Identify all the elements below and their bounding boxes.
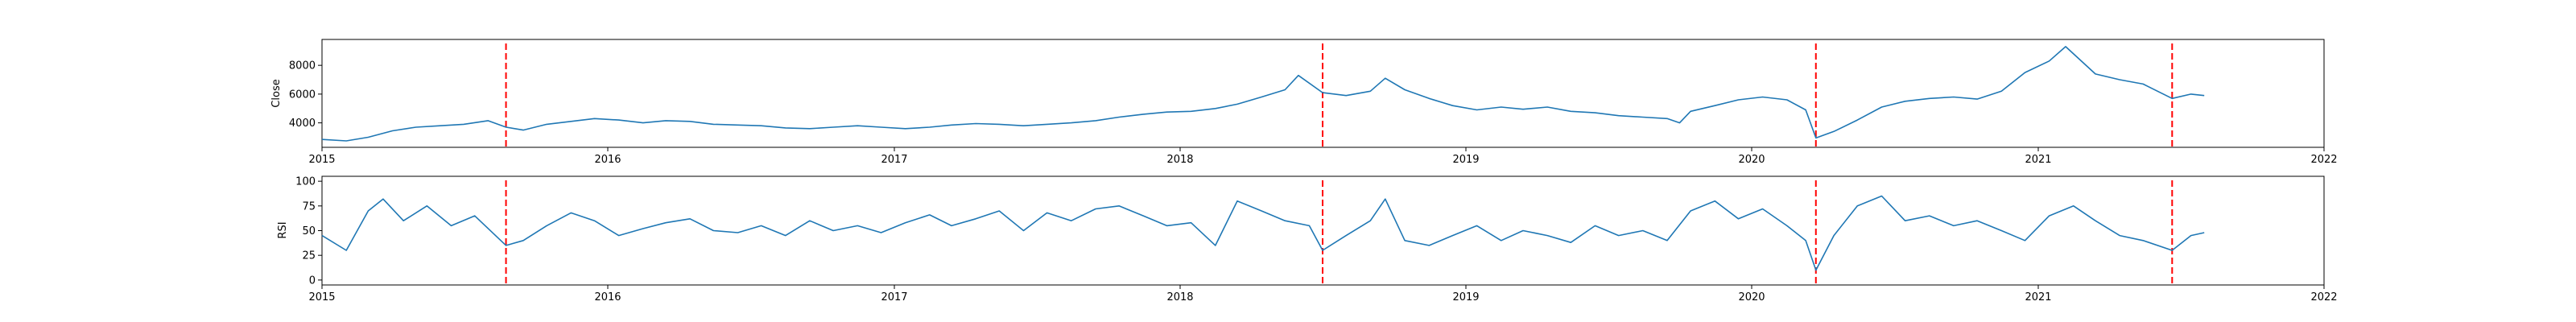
close-series-line: [321, 46, 2205, 142]
close-y-tick-label-8000: 8000: [289, 60, 316, 72]
rsi-x-ticks: 2015 2016 2017 2018 2019 2020 2021 2022: [308, 285, 2338, 303]
rsi-x-tick-label-2017: 2017: [881, 291, 907, 303]
rsi-x-tick-label-2016: 2016: [594, 291, 621, 303]
close-x-tick-label-2021: 2021: [2025, 154, 2051, 166]
close-x-tick-label-2020: 2020: [1738, 154, 1765, 166]
rsi-y-tick-label-50: 50: [302, 225, 316, 237]
close-y-tick-label-6000: 6000: [289, 89, 316, 101]
rsi-vlines: [505, 180, 2174, 285]
rsi-y-tick-label-75: 75: [302, 200, 316, 213]
close-panel: 2015 2016 2017 2018 2019 2020 2021 2022 4000 600…: [270, 39, 2338, 166]
rsi-x-tick-label-2022: 2022: [2310, 291, 2337, 303]
close-y-ticks: 4000 6000 8000: [289, 60, 322, 130]
close-x-tick-label-2016: 2016: [594, 154, 621, 166]
close-x-ticks: 2015 2016 2017 2018 2019 2020 2021 2022: [308, 147, 2338, 166]
rsi-y-tick-label-25: 25: [302, 250, 316, 262]
close-x-tick-label-2015: 2015: [308, 154, 335, 166]
rsi-x-tick-label-2018: 2018: [1166, 291, 1193, 303]
rsi-ylabel: RSI: [277, 221, 289, 238]
rsi-series-line: [321, 195, 2205, 271]
close-vlines: [505, 43, 2174, 147]
rsi-x-tick-label-2019: 2019: [1452, 291, 1479, 303]
close-x-tick-label-2019: 2019: [1452, 154, 1479, 166]
rsi-x-tick-label-2020: 2020: [1738, 291, 1765, 303]
rsi-x-tick-label-2021: 2021: [2025, 291, 2051, 303]
rsi-panel: 2015 2016 2017 2018 2019 2020 2021 2022 0 25 50 75…: [277, 175, 2338, 303]
close-x-tick-label-2022: 2022: [2310, 154, 2337, 166]
rsi-y-ticks: 0 25 50 75 100: [295, 176, 322, 287]
close-x-tick-label-2018: 2018: [1166, 154, 1193, 166]
close-x-tick-label-2017: 2017: [881, 154, 907, 166]
rsi-x-tick-label-2015: 2015: [308, 291, 335, 303]
rsi-y-tick-label-0: 0: [309, 275, 316, 287]
rsi-y-tick-label-100: 100: [295, 176, 316, 188]
close-y-tick-label-4000: 4000: [289, 118, 316, 130]
close-ylabel: Close: [270, 79, 283, 107]
